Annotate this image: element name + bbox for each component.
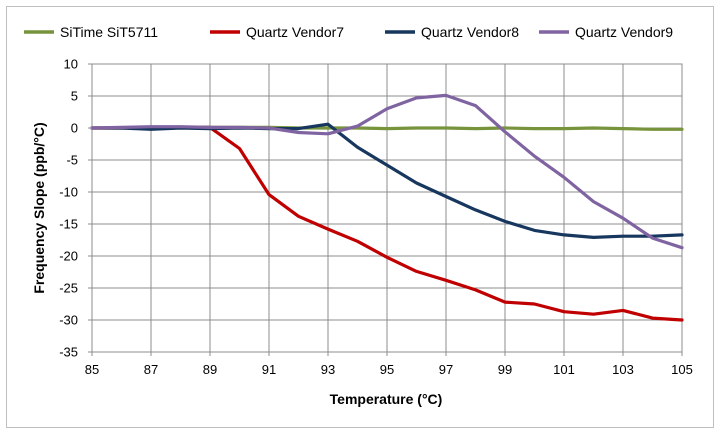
y-tick-label: 5 — [71, 89, 78, 104]
y-tick-label: -25 — [59, 281, 78, 296]
chart-frame — [6, 6, 714, 428]
x-tick-label: 101 — [553, 362, 575, 377]
legend-label: Quartz Vendor8 — [421, 24, 519, 40]
legend-label: Quartz Vendor7 — [246, 24, 344, 40]
x-tick-label: 105 — [671, 362, 693, 377]
y-tick-label: -15 — [59, 217, 78, 232]
legend-label: SiTime SiT5711 — [60, 24, 158, 40]
x-tick-label: 93 — [321, 362, 335, 377]
x-tick-label: 89 — [203, 362, 217, 377]
x-tick-label: 91 — [262, 362, 276, 377]
x-tick-label: 103 — [612, 362, 634, 377]
x-tick-label: 85 — [85, 362, 99, 377]
y-tick-label: -20 — [59, 249, 78, 264]
series-layer — [90, 93, 684, 322]
x-axis-title: Temperature (°C) — [330, 391, 443, 407]
y-tick-label: -30 — [59, 313, 78, 328]
y-tick-label: -35 — [59, 345, 78, 360]
y-tick-label: 0 — [71, 121, 78, 136]
legend-label: Quartz Vendor9 — [575, 24, 673, 40]
legend: SiTime SiT5711 Quartz Vendor7 Quartz Vendo… — [24, 24, 673, 40]
y-tick-label: -5 — [66, 153, 78, 168]
series-line-quartz-vendor9 — [90, 93, 684, 250]
x-tick-label: 97 — [439, 362, 453, 377]
y-axis-title: Frequency Slope (ppb/°C) — [31, 122, 47, 293]
x-tick-label: 99 — [498, 362, 512, 377]
x-tick-label: 95 — [380, 362, 394, 377]
y-axis-ticks: 10 5 0 -5 -10 -15 -20 -25 -30 -35 — [59, 57, 92, 360]
x-tick-label: 87 — [144, 362, 158, 377]
y-tick-label: -10 — [59, 185, 78, 200]
y-tick-label: 10 — [64, 57, 78, 72]
x-axis-ticks: 85 87 89 91 93 95 97 99 101 103 105 — [85, 352, 693, 377]
